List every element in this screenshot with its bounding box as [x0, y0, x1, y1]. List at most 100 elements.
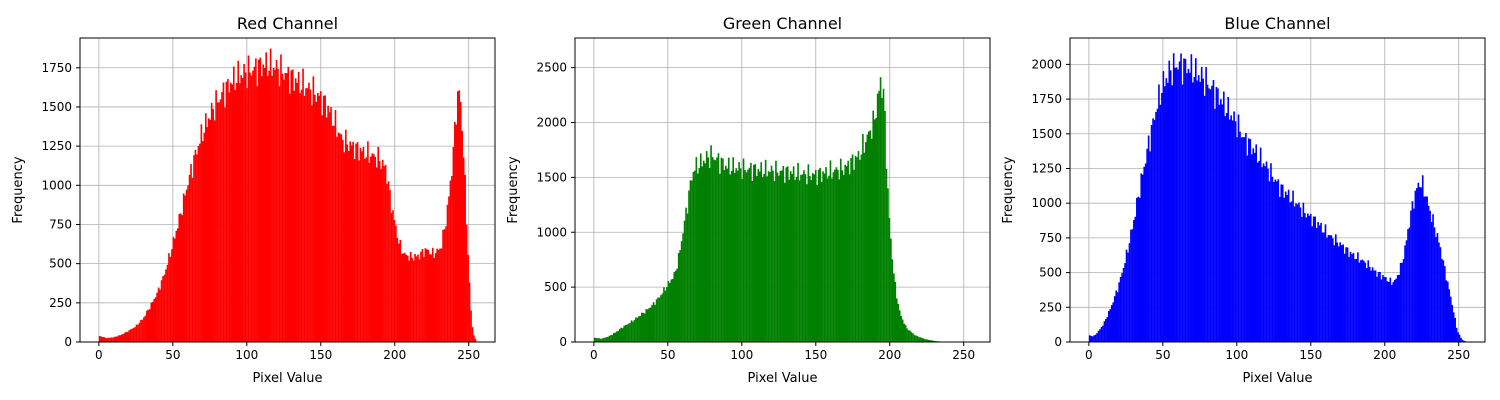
histogram-bar — [820, 181, 823, 342]
histogram-bar — [347, 151, 350, 342]
histogram-bar — [1256, 162, 1259, 342]
histogram-bar — [386, 183, 388, 342]
histogram-bar — [163, 274, 166, 342]
histogram-bar — [1237, 114, 1240, 343]
histogram-bar — [440, 248, 443, 342]
histogram-bar — [1298, 202, 1300, 342]
histogram-bar — [1439, 247, 1442, 342]
histogram-bar — [814, 170, 817, 342]
histogram-bar — [1379, 272, 1381, 342]
histogram-bar — [367, 141, 369, 342]
histogram-bar — [931, 340, 933, 342]
histogram-bar — [449, 180, 452, 342]
histogram-bar — [290, 70, 293, 342]
histogram-bar — [300, 89, 303, 342]
histogram-bar — [890, 238, 892, 342]
histogram-bar — [1264, 166, 1266, 342]
histogram-bar — [831, 178, 833, 342]
histogram-bar — [932, 340, 935, 342]
histogram-bar — [680, 241, 683, 342]
histogram-bar — [308, 82, 310, 343]
histogram-bar — [100, 336, 102, 342]
histogram-bar — [701, 166, 704, 342]
histogram-bar — [221, 92, 223, 342]
histogram-bar — [1250, 154, 1253, 342]
histogram-bar — [922, 338, 925, 342]
histogram-bar — [1211, 85, 1213, 342]
histogram-bar — [895, 298, 898, 342]
histogram-bar — [1162, 71, 1165, 342]
histogram-bar — [618, 329, 621, 342]
histogram-bar — [654, 304, 656, 342]
histogram-bar — [912, 333, 914, 342]
histogram-bar — [869, 130, 872, 342]
histogram-bar — [1380, 279, 1383, 342]
green-channel-histogram: Green Channel Pixel Value Frequency 0 50 1… — [506, 14, 991, 386]
histogram-bar — [253, 66, 256, 342]
y-tick-label: 1250 — [1031, 161, 1062, 175]
histogram-bar — [1152, 118, 1154, 342]
x-tick-label: 0 — [1085, 348, 1093, 362]
histogram-bars — [1088, 53, 1467, 343]
histogram-bar — [764, 159, 767, 342]
histogram-bar — [1121, 273, 1123, 342]
histogram-bar — [1189, 72, 1191, 342]
histogram-bar — [1091, 336, 1094, 342]
histogram-bar — [1454, 317, 1456, 342]
histogram-bar — [797, 162, 799, 342]
histogram-bar — [199, 143, 201, 342]
histogram-bar — [238, 83, 241, 342]
histogram-bar — [314, 94, 316, 342]
histogram-bar — [456, 91, 459, 343]
histogram-bar — [1194, 58, 1197, 342]
histogram-bar — [455, 124, 458, 342]
histogram-bar — [1398, 274, 1400, 342]
histogram-bar — [1243, 137, 1246, 342]
histogram-bar — [786, 166, 789, 342]
histogram-bar — [103, 337, 105, 342]
histogram-bar — [1318, 225, 1321, 342]
histogram-bar — [131, 328, 133, 342]
histogram-bar — [757, 169, 760, 342]
histogram-bar — [182, 193, 185, 342]
histogram-bar — [271, 75, 273, 343]
histogram-bar — [781, 170, 783, 342]
histogram-bar — [738, 162, 740, 342]
histogram-bar — [243, 63, 245, 342]
histogram-bar — [409, 251, 412, 342]
histogram-bar — [674, 270, 677, 342]
histogram-bar — [733, 172, 736, 342]
histogram-bar — [454, 121, 456, 343]
histogram-bar — [834, 169, 836, 342]
histogram-bar — [104, 338, 107, 342]
histogram-bar — [714, 160, 717, 342]
histogram-bar — [283, 79, 285, 343]
histogram-bar — [901, 319, 904, 342]
histogram-bar — [1312, 216, 1315, 342]
histogram-bar — [729, 174, 732, 342]
histogram-bar — [1293, 206, 1296, 342]
histogram-bar — [873, 119, 876, 343]
histogram-bar — [269, 48, 272, 342]
x-tick-label: 150 — [309, 348, 332, 362]
y-tick-label: 1500 — [41, 100, 72, 114]
histogram-bar — [134, 327, 136, 342]
histogram-bar — [1411, 201, 1414, 342]
histogram-bar — [408, 260, 410, 342]
histogram-bar — [835, 167, 838, 342]
histogram-bar — [928, 340, 931, 342]
histogram-bar — [708, 167, 711, 342]
histogram-bar — [1404, 245, 1406, 342]
histogram-bar — [667, 280, 670, 342]
histogram-bar — [427, 249, 430, 342]
histogram-bar — [632, 321, 634, 342]
histogram-bar — [742, 158, 745, 342]
histogram-bar — [179, 213, 182, 342]
histogram-bar — [1311, 226, 1314, 342]
histogram-bar — [470, 310, 472, 342]
histogram-bar — [872, 110, 875, 343]
histogram-bar — [683, 220, 686, 342]
histogram-bar — [231, 84, 234, 343]
histogram-bar — [601, 338, 603, 342]
histogram-bar — [115, 336, 117, 342]
